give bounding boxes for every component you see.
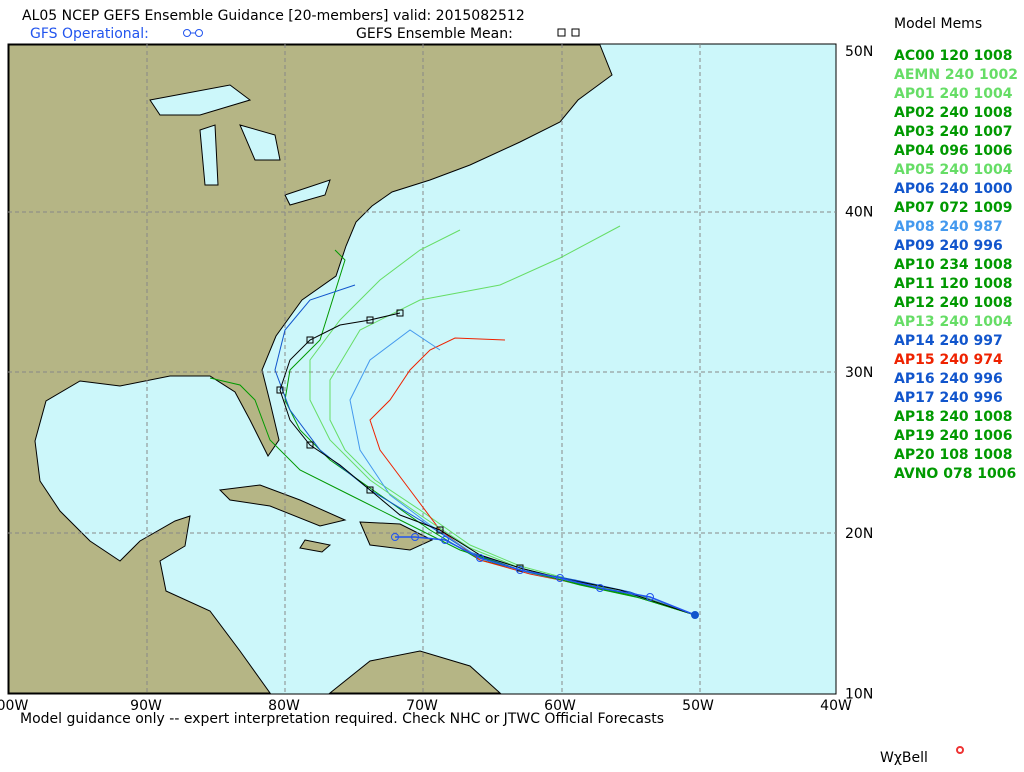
lon-label: 80W — [268, 698, 300, 714]
header-title: AL05 NCEP GEFS Ensemble Guidance [20-mem… — [22, 8, 525, 24]
logo: WχBell — [880, 750, 928, 766]
legend-entry: AP14 240 997 — [894, 333, 1003, 349]
lon-label: 70W — [406, 698, 438, 714]
legend-entry: AP08 240 987 — [894, 219, 1003, 235]
lat-label: 40N — [845, 205, 873, 221]
legend-entry: AP05 240 1004 — [894, 162, 1013, 178]
legend-entry: AP15 240 974 — [894, 352, 1003, 368]
mean-label: GEFS Ensemble Mean: — [356, 26, 513, 42]
legend-entry: AP09 240 996 — [894, 238, 1003, 254]
operational-label: GFS Operational: — [30, 26, 149, 42]
grid — [8, 44, 836, 694]
legend: Model Mems AC00 120 1008 AEMN 240 1002 AP01… — [894, 16, 1018, 482]
lon-label: 100W — [0, 698, 28, 714]
legend-entry: AP12 240 1008 — [894, 295, 1013, 311]
legend-entry: AP17 240 996 — [894, 390, 1003, 406]
legend-entry: AP03 240 1007 — [894, 124, 1013, 140]
legend-entry: AP07 072 1009 — [894, 200, 1013, 216]
lat-labels: 50N 40N 30N 20N 10N — [845, 44, 873, 702]
operational-points — [391, 533, 654, 601]
legend-entry: AEMN 240 1002 — [894, 67, 1018, 83]
logo-dot — [956, 746, 964, 754]
lakes — [149, 84, 331, 206]
lon-label: 50W — [682, 698, 714, 714]
mean-icon — [557, 28, 580, 37]
legend-entry: AC00 120 1008 — [894, 48, 1013, 64]
footer-note: Model guidance only -- expert interpreta… — [20, 711, 664, 727]
legend-entry: AP10 234 1008 — [894, 257, 1013, 273]
lat-label: 50N — [845, 44, 873, 60]
lon-label: 60W — [544, 698, 576, 714]
lon-labels: 100W 90W 80W 70W 60W 50W 40W — [0, 698, 852, 714]
lat-label: 30N — [845, 365, 873, 381]
operational-track — [395, 536, 696, 616]
legend-entry: AVNO 078 1006 — [894, 466, 1016, 482]
land — [8, 44, 613, 694]
legend-entry: AP20 108 1008 — [894, 447, 1013, 463]
legend-entry: AP16 240 996 — [894, 371, 1003, 387]
start-point — [691, 611, 699, 619]
legend-entry: AP02 240 1008 — [894, 105, 1013, 121]
legend-entry: AP18 240 1008 — [894, 409, 1013, 425]
legend-entry: AP11 120 1008 — [894, 276, 1013, 292]
lat-label: 10N — [845, 686, 873, 702]
legend-entry: AP19 240 1006 — [894, 428, 1013, 444]
lon-label: 90W — [130, 698, 162, 714]
legend-entry: AP01 240 1004 — [894, 86, 1013, 102]
legend-title: Model Mems — [894, 16, 982, 32]
ensemble-mean-track — [279, 312, 696, 616]
lat-label: 20N — [845, 526, 873, 542]
lon-label: 40W — [820, 698, 852, 714]
legend-entry: AP06 240 1000 — [894, 181, 1013, 197]
legend-entry: AP04 096 1006 — [894, 143, 1013, 159]
legend-entry: AP13 240 1004 — [894, 314, 1013, 330]
operational-icon — [183, 29, 203, 37]
